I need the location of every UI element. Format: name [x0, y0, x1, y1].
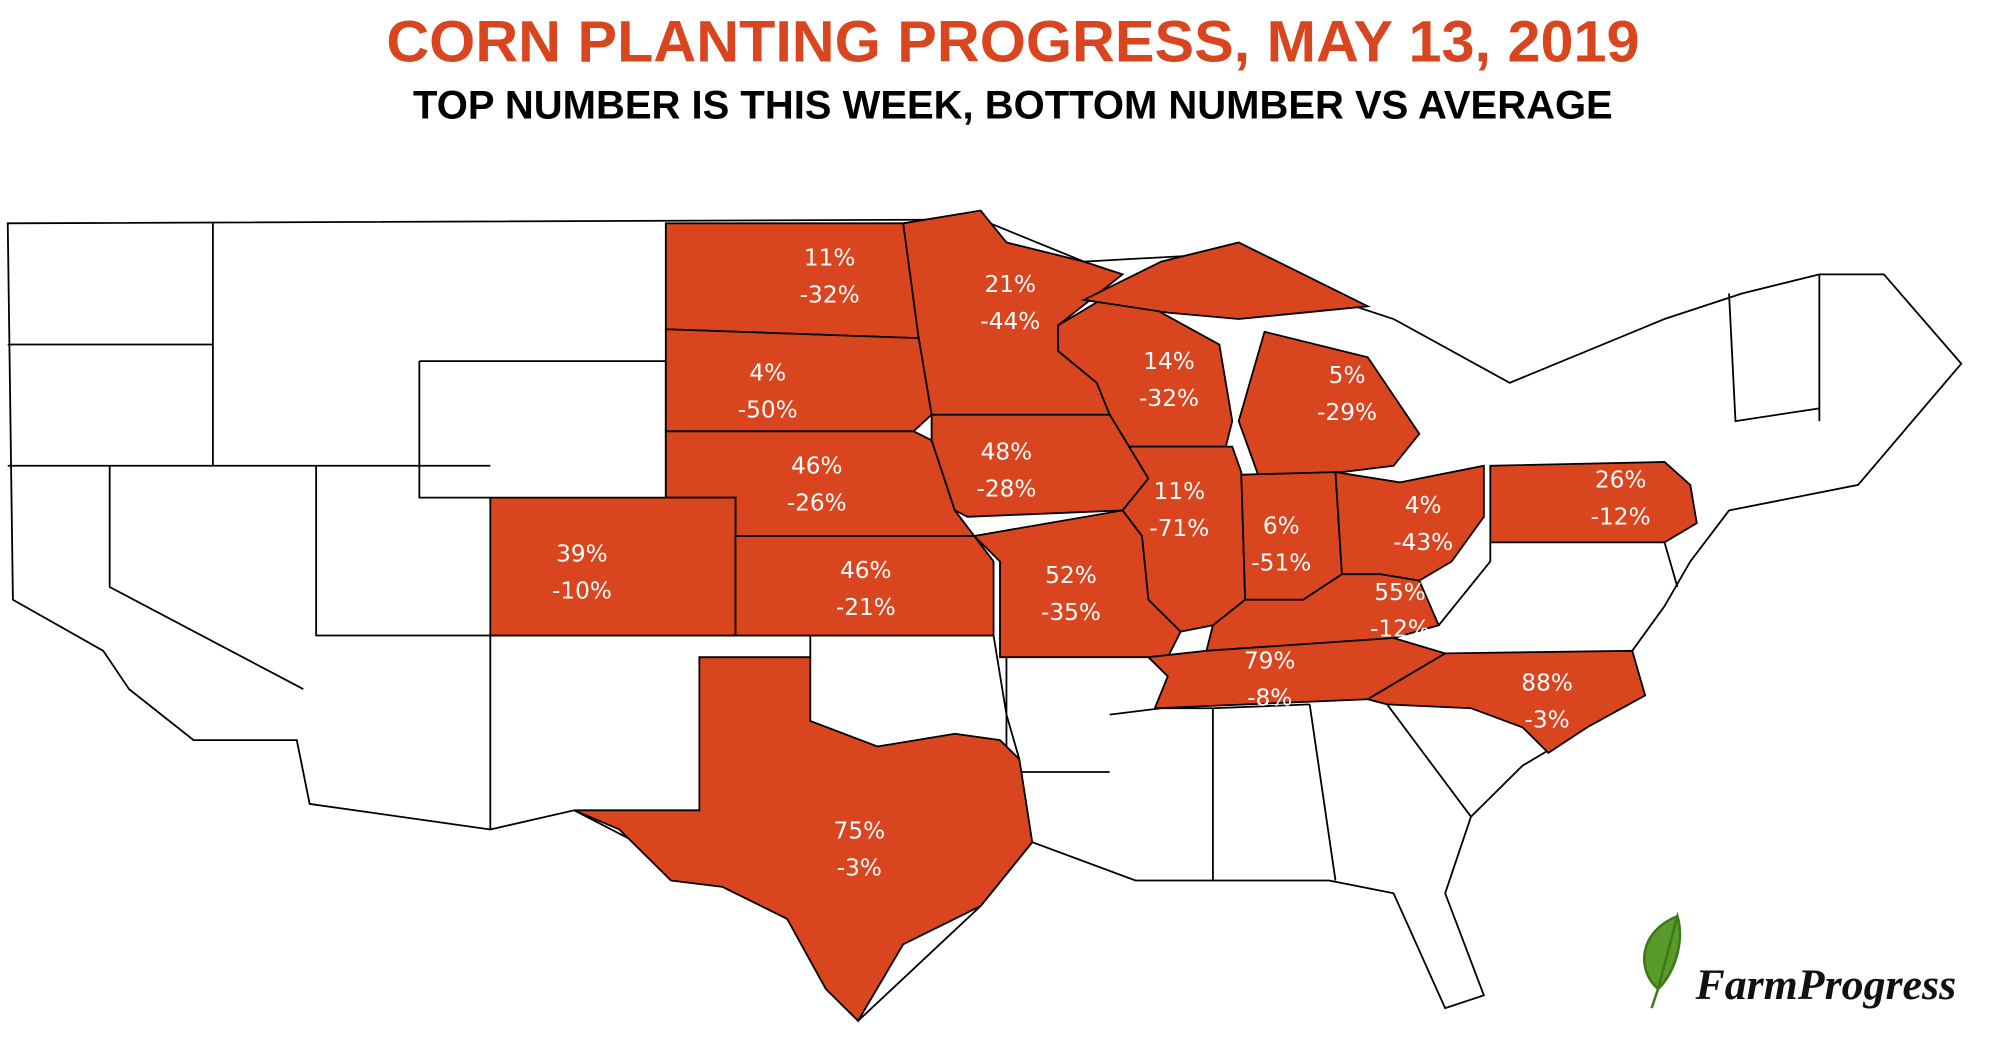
state-vs-average: -43% — [1393, 530, 1453, 556]
logo-text: FarmProgress — [1694, 961, 1956, 1009]
state — [930, 413, 1150, 518]
state-this-week: 4% — [1405, 493, 1442, 519]
state-this-week: 39% — [556, 542, 608, 568]
state-vs-average: -50% — [738, 397, 798, 423]
state-shapes — [489, 209, 1698, 1023]
state-this-week: 79% — [1244, 649, 1296, 675]
state-vs-average: -12% — [1591, 505, 1651, 531]
state-vs-average: -71% — [1149, 516, 1209, 542]
state — [573, 656, 1034, 1023]
logo-leaf — [1643, 911, 1682, 1009]
state-this-week: 75% — [834, 818, 886, 844]
state — [664, 328, 933, 433]
state-vs-average: -3% — [1524, 707, 1569, 733]
state-vs-average: -32% — [800, 283, 860, 309]
title: CORN PLANTING PROGRESS, MAY 13, 2019 — [386, 9, 1639, 75]
state-this-week: 11% — [1154, 479, 1206, 505]
state-this-week: 48% — [981, 439, 1033, 465]
state-this-week: 4% — [749, 360, 786, 386]
state — [1237, 330, 1421, 476]
state-this-week: 55% — [1374, 580, 1426, 606]
state-this-week: 46% — [791, 454, 843, 480]
state-this-week: 26% — [1595, 468, 1647, 494]
state-vs-average: -21% — [836, 595, 896, 621]
state-this-week: 21% — [985, 272, 1037, 298]
subtitle: TOP NUMBER IS THIS WEEK, BOTTOM NUMBER V… — [413, 84, 1613, 128]
state — [1080, 241, 1371, 320]
state-vs-average: -12% — [1370, 617, 1430, 643]
state — [972, 509, 1182, 659]
state-this-week: 46% — [840, 558, 892, 584]
state — [1365, 649, 1647, 755]
state-vs-average: -44% — [980, 309, 1040, 335]
state-vs-average: -8% — [1247, 686, 1292, 712]
state-vs-average: -32% — [1139, 386, 1199, 412]
state-vs-average: -51% — [1251, 551, 1311, 577]
state-labels: 11% -32% 21% -44% 4% -50% 14% -32% 5% -29% 46% -26%… — [552, 246, 1651, 882]
state-vs-average: -26% — [787, 491, 847, 517]
state-this-week: 52% — [1045, 563, 1097, 589]
state-this-week: 14% — [1143, 349, 1195, 375]
state-this-week: 11% — [804, 246, 856, 272]
state-vs-average: -28% — [976, 477, 1036, 503]
logo: FarmProgress — [1643, 911, 1956, 1009]
state — [1489, 461, 1698, 544]
state-vs-average: -3% — [837, 855, 882, 881]
state — [664, 222, 920, 340]
state-this-week: 5% — [1329, 363, 1366, 389]
state-vs-average: -35% — [1041, 600, 1101, 626]
state-vs-average: -10% — [552, 579, 612, 605]
state — [489, 496, 737, 637]
state-this-week: 6% — [1263, 514, 1300, 540]
state-this-week: 88% — [1521, 670, 1573, 696]
state — [734, 535, 995, 637]
state-vs-average: -29% — [1317, 400, 1377, 426]
